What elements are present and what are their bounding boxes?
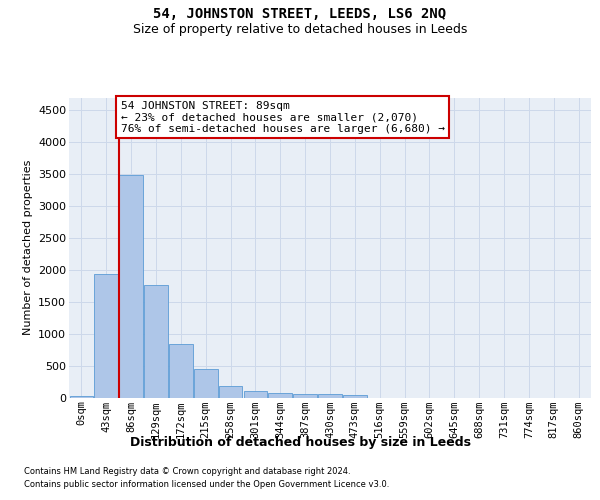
Text: Size of property relative to detached houses in Leeds: Size of property relative to detached ho… — [133, 22, 467, 36]
Bar — [119, 174, 143, 398]
Bar — [293, 394, 317, 398]
Bar — [318, 394, 342, 398]
Text: 54 JOHNSTON STREET: 89sqm
← 23% of detached houses are smaller (2,070)
76% of se: 54 JOHNSTON STREET: 89sqm ← 23% of detac… — [121, 100, 445, 134]
Bar — [144, 285, 168, 398]
Bar — [268, 393, 292, 398]
Text: Contains HM Land Registry data © Crown copyright and database right 2024.: Contains HM Land Registry data © Crown c… — [24, 467, 350, 476]
Y-axis label: Number of detached properties: Number of detached properties — [23, 160, 32, 335]
Bar — [94, 274, 118, 398]
Bar — [343, 396, 367, 398]
Text: Contains public sector information licensed under the Open Government Licence v3: Contains public sector information licen… — [24, 480, 389, 489]
Bar — [169, 344, 193, 398]
Text: 54, JOHNSTON STREET, LEEDS, LS6 2NQ: 54, JOHNSTON STREET, LEEDS, LS6 2NQ — [154, 8, 446, 22]
Text: Distribution of detached houses by size in Leeds: Distribution of detached houses by size … — [130, 436, 470, 449]
Bar — [219, 386, 242, 398]
Bar — [244, 391, 267, 398]
Bar — [194, 369, 218, 398]
Bar — [70, 396, 93, 398]
